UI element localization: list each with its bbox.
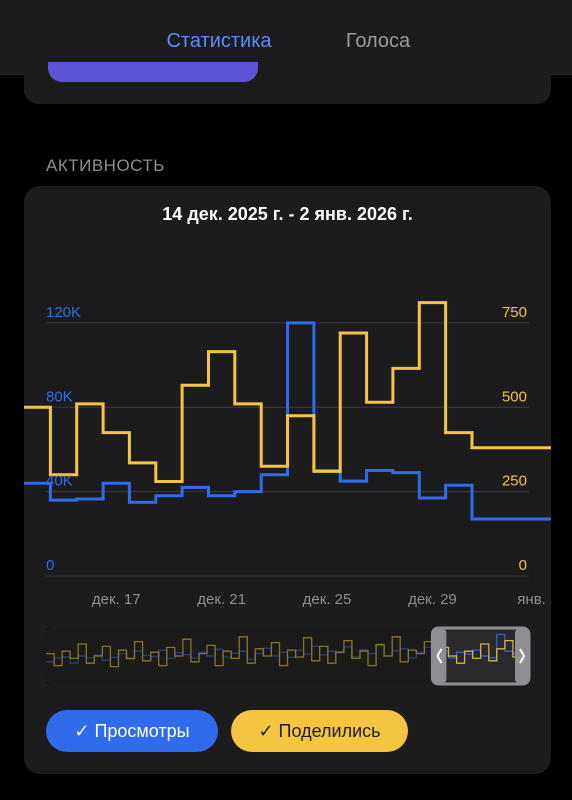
x-tick-label: янв. 2 xyxy=(517,591,551,608)
chevron-left-icon xyxy=(436,648,443,664)
overview-shares-line xyxy=(46,636,529,668)
previous-card-bottom xyxy=(24,60,551,104)
date-range: 14 дек. 2025 г. - 2 янв. 2026 г. xyxy=(162,204,413,224)
chevron-right-icon xyxy=(519,648,526,664)
x-tick-label: дек. 25 xyxy=(303,591,352,608)
y-left-tick-label: 80K xyxy=(46,388,73,405)
x-tick-label: дек. 17 xyxy=(92,591,141,608)
shares-toggle-button[interactable]: ✓ Поделились xyxy=(231,710,408,752)
y-left-tick-label: 0 xyxy=(46,557,54,574)
tab-statistics[interactable]: Статистика xyxy=(166,30,272,52)
y-left-tick-label: 120K xyxy=(46,304,81,321)
overview-handle-right[interactable] xyxy=(515,628,529,684)
activity-chart[interactable]: 0 0 40K 250 80K 500 120K 750 дек. 17 дек. 21 дек.… xyxy=(24,246,551,686)
y-right-tick-label: 750 xyxy=(502,304,527,321)
y-right-tick-label: 250 xyxy=(502,473,527,490)
views-series-line xyxy=(24,321,551,521)
y-right-tick-label: 0 xyxy=(519,557,527,574)
tab-votes[interactable]: Голоса xyxy=(345,30,411,52)
shares-series-line xyxy=(24,301,551,483)
overview-dim xyxy=(46,628,433,684)
y-right-tick-label: 500 xyxy=(502,388,527,405)
overview-handle-left[interactable] xyxy=(432,628,447,684)
activity-card: 14 дек. 2025 г. - 2 янв. 2026 г. 0 0 40K 25… xyxy=(24,186,551,774)
x-tick-label: дек. 21 xyxy=(197,591,246,608)
y-left-tick-label: 40K xyxy=(46,473,73,490)
previous-card-button[interactable] xyxy=(48,62,258,82)
x-tick-label: дек. 29 xyxy=(408,591,457,608)
section-title: АКТИВНОСТЬ xyxy=(46,156,165,175)
views-toggle-button[interactable]: ✓ Просмотры xyxy=(46,710,218,752)
